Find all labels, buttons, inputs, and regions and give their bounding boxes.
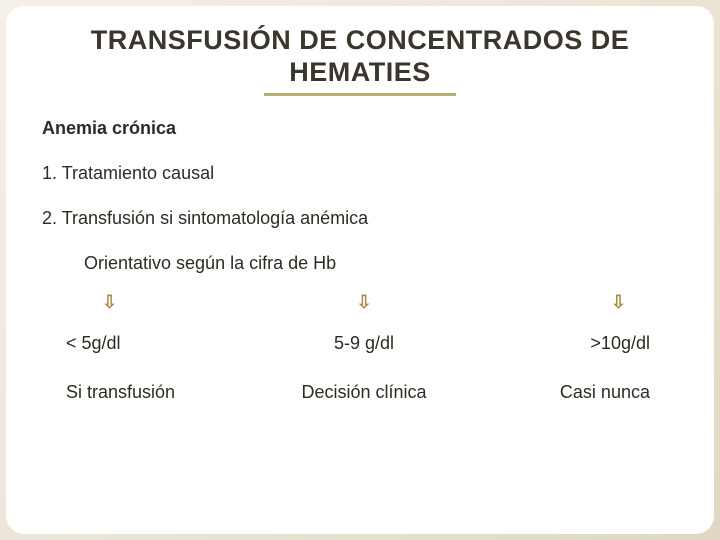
- down-arrow-icon: ⇩: [102, 292, 117, 313]
- threshold-cell: < 5g/dl: [66, 333, 263, 354]
- threshold-row: < 5g/dl 5-9 g/dl >10g/dl: [42, 333, 678, 354]
- action-cell: Si transfusión: [66, 382, 263, 403]
- guidance-text: Orientativo según la cifra de Hb: [84, 253, 678, 274]
- subtitle: Anemia crónica: [42, 118, 678, 139]
- title-underline: [264, 93, 456, 96]
- action-row: Si transfusión Decisión clínica Casi nun…: [42, 382, 678, 403]
- arrow-row: ⇩ ⇩ ⇩: [42, 292, 678, 313]
- action-cell: Casi nunca: [465, 382, 662, 403]
- action-cell: Decisión clínica: [266, 382, 463, 403]
- down-arrow-icon: ⇩: [356, 292, 371, 313]
- slide-title: TRANSFUSIÓN DE CONCENTRADOS DE HEMATIES: [42, 24, 678, 89]
- slide-card: TRANSFUSIÓN DE CONCENTRADOS DE HEMATIES …: [6, 6, 714, 534]
- down-arrow-icon: ⇩: [611, 292, 626, 313]
- threshold-cell: >10g/dl: [465, 333, 662, 354]
- bullet-2: 2. Transfusión si sintomatología anémica: [42, 208, 678, 229]
- bullet-1: 1. Tratamiento causal: [42, 163, 678, 184]
- threshold-cell: 5-9 g/dl: [266, 333, 463, 354]
